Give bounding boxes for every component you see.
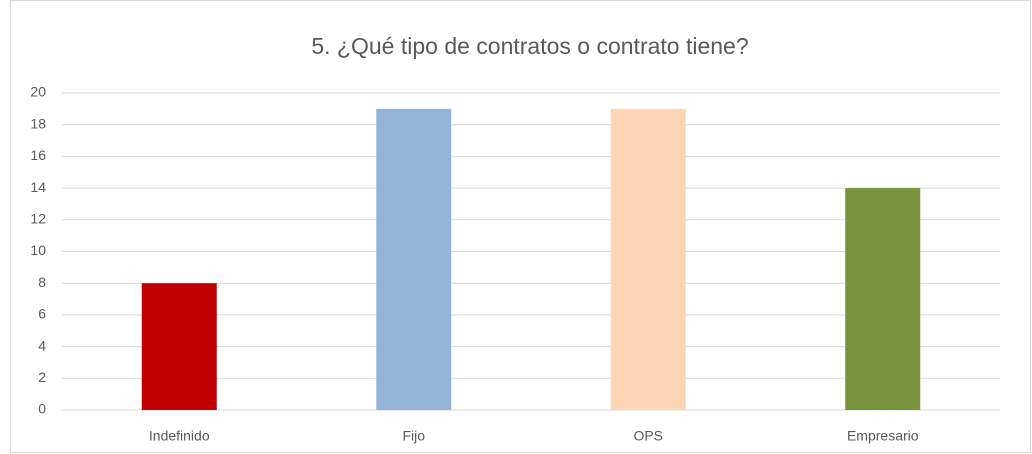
bar (376, 108, 452, 410)
x-tick-label: OPS (633, 428, 663, 444)
y-tick-label: 8 (38, 274, 46, 290)
y-tick-label: 14 (30, 179, 46, 195)
y-tick-label: 18 (30, 115, 46, 131)
x-tick-label: Indefinido (149, 428, 210, 444)
y-tick-label: 20 (30, 84, 46, 100)
y-tick-label: 0 (38, 401, 46, 417)
bar (141, 283, 217, 410)
y-tick-label: 16 (30, 147, 46, 163)
y-tick-label: 6 (38, 306, 46, 322)
x-tick-label: Empresario (847, 428, 919, 444)
y-tick-label: 2 (38, 369, 46, 385)
x-tick-label: Fijo (402, 428, 425, 444)
y-tick-label: 10 (30, 242, 46, 258)
y-tick-label: 12 (30, 211, 46, 227)
y-tick-label: 4 (38, 337, 46, 353)
chart-title: 5. ¿Qué tipo de contratos o contrato tie… (311, 33, 748, 59)
bar (845, 188, 921, 410)
bar (610, 108, 686, 410)
